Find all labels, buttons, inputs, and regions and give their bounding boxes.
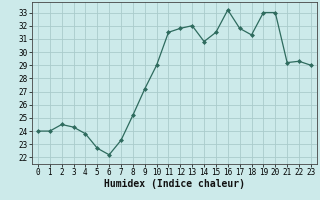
X-axis label: Humidex (Indice chaleur): Humidex (Indice chaleur) bbox=[104, 179, 245, 189]
